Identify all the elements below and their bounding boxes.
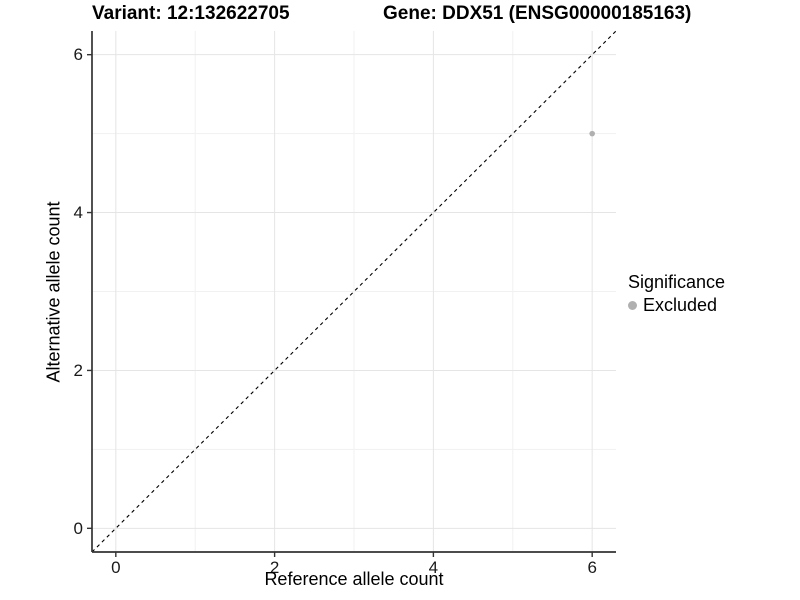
legend-point-icon xyxy=(628,301,637,310)
legend-item-excluded: Excluded xyxy=(628,295,725,316)
x-tick-label: 0 xyxy=(111,558,121,577)
x-tick-label: 2 xyxy=(269,558,280,577)
legend-item-label: Excluded xyxy=(643,295,718,315)
legend-title: Significance xyxy=(628,272,726,292)
plot-panel xyxy=(87,30,617,557)
x-tick-label: 4 xyxy=(428,558,439,577)
y-axis-title: Alternative allele count xyxy=(43,201,64,383)
plot-title-variant: Variant: 12:132622705 xyxy=(92,3,290,24)
y-tick-label: 2 xyxy=(73,360,83,380)
legend: Significance Excluded xyxy=(628,271,725,316)
x-axis-title: Reference allele count xyxy=(264,569,444,589)
x-tick-label: 6 xyxy=(587,558,597,577)
y-tick-label: 0 xyxy=(73,518,83,538)
y-tick-label: 6 xyxy=(73,45,83,65)
plot-title-gene: Gene: DDX51 (ENSG00000185163) xyxy=(383,3,692,24)
y-tick-label: 4 xyxy=(73,203,83,223)
data-point xyxy=(589,130,595,137)
